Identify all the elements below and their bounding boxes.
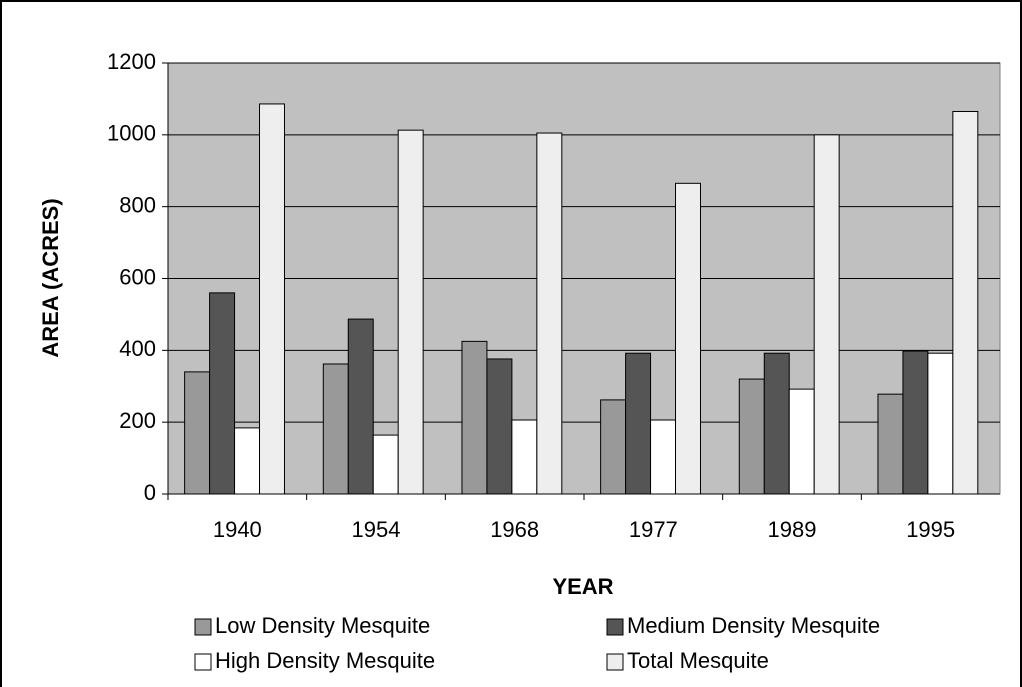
bar (511, 419, 538, 495)
bar (625, 352, 652, 495)
bar (209, 292, 236, 495)
bar (650, 419, 677, 495)
bar (259, 103, 285, 495)
legend-swatch (606, 653, 624, 671)
legend-swatch (606, 618, 624, 636)
bar (536, 132, 563, 495)
x-tick-label: 1954 (352, 517, 401, 542)
bar (952, 110, 979, 495)
legend-swatch (194, 653, 212, 671)
legend-label: Total Mesquite (627, 648, 769, 673)
x-tick-label: 1940 (213, 517, 262, 542)
x-tick-label: 1968 (490, 517, 539, 542)
bar (372, 434, 399, 495)
y-tick-label: 600 (119, 264, 156, 289)
y-tick-label: 200 (119, 408, 156, 433)
y-tick-label: 400 (119, 336, 156, 361)
y-tick-label: 0 (144, 480, 156, 505)
y-tick-label: 1200 (107, 49, 156, 74)
x-axis-label: YEAR (552, 574, 613, 599)
bar (763, 352, 790, 495)
legend-swatch (194, 618, 212, 636)
x-tick-label: 1995 (906, 517, 955, 542)
bar (347, 318, 374, 495)
bar (902, 350, 929, 495)
x-tick-label: 1989 (768, 517, 817, 542)
y-tick-label: 800 (119, 192, 156, 217)
bar (788, 388, 815, 495)
bar (877, 393, 904, 495)
bar (184, 371, 211, 495)
bar (397, 129, 424, 495)
y-axis-label: AREA (ACRES) (38, 198, 63, 357)
bar (322, 363, 349, 495)
bar (234, 427, 261, 495)
bar (738, 378, 765, 495)
legend-label: Medium Density Mesquite (627, 613, 880, 638)
bar (813, 134, 840, 495)
bar (600, 399, 627, 495)
legend-label: Low Density Mesquite (215, 613, 430, 638)
x-tick-label: 1977 (629, 517, 678, 542)
y-tick-label: 1000 (107, 121, 156, 146)
bar (675, 182, 701, 495)
legend-label: High Density Mesquite (215, 648, 435, 673)
bar (486, 358, 513, 495)
bar (927, 352, 954, 495)
bar (461, 340, 488, 495)
